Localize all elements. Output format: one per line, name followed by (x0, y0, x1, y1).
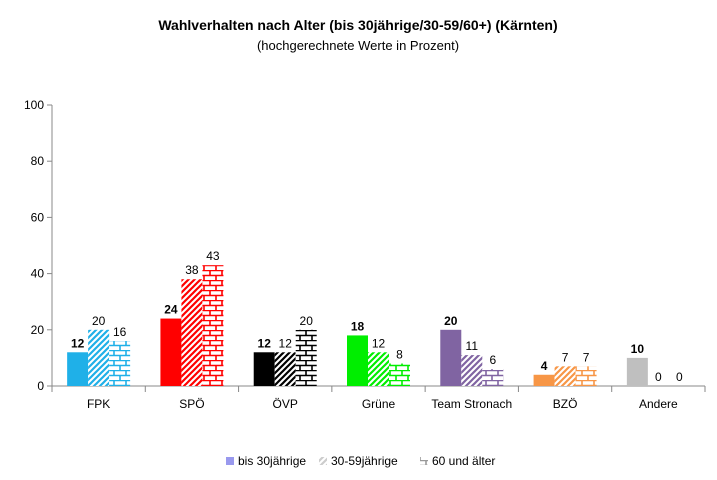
legend-swatch (319, 457, 327, 465)
chart-subtitle: (hochgerechnete Werte in Prozent) (257, 38, 459, 53)
data-label: 6 (489, 353, 496, 367)
bar-fpk-series-0 (67, 352, 89, 386)
data-label: 8 (396, 348, 403, 362)
bar-grüne-series-0 (347, 335, 368, 386)
category-label: Team Stronach (431, 397, 512, 411)
data-label: 43 (206, 249, 220, 263)
y-tick-label: 80 (31, 154, 45, 168)
bar-fpk-series-2 (109, 341, 131, 386)
y-tick-label: 40 (31, 267, 45, 281)
category-label: ÖVP (273, 397, 298, 411)
bar-övp-series-1 (274, 352, 296, 386)
legend-swatch (226, 457, 234, 465)
bar-spö-series-2 (202, 265, 224, 386)
data-label: 11 (466, 339, 479, 353)
data-label: 0 (676, 370, 683, 384)
bar-bzö-series-1 (554, 366, 576, 386)
legend-item-1: 30-59jährige (319, 454, 398, 468)
data-label: 12 (258, 336, 272, 350)
data-label: 18 (351, 319, 365, 333)
data-label: 20 (300, 314, 314, 328)
data-label: 7 (562, 350, 569, 364)
category-label: FPK (87, 397, 110, 411)
legend-label: 30-59jährige (331, 454, 398, 468)
chart-title: Wahlverhalten nach Alter (bis 30jährige/… (158, 17, 557, 33)
data-label: 12 (372, 336, 386, 350)
legend-swatch (420, 457, 428, 465)
y-tick-label: 0 (37, 379, 44, 393)
data-label: 16 (113, 325, 127, 339)
data-label: 12 (71, 336, 85, 350)
bar-övp-series-0 (253, 352, 275, 386)
data-label: 10 (631, 342, 645, 356)
data-label: 20 (444, 314, 458, 328)
legend-item-0: bis 30jährige (226, 454, 306, 468)
legend-label: 60 und älter (432, 454, 495, 468)
y-tick-label: 60 (31, 210, 45, 224)
bar-spö-series-1 (181, 279, 203, 386)
data-label: 38 (185, 263, 199, 277)
legend: bis 30jährige 30-59jährige 60 und älter (226, 454, 495, 468)
category-label: Grüne (362, 397, 396, 411)
legend-item-2: 60 und älter (420, 454, 495, 468)
category-label: Andere (639, 397, 678, 411)
bar-andere-series-0 (626, 357, 648, 386)
data-label: 24 (164, 303, 178, 317)
data-label: 0 (655, 370, 662, 384)
bar-övp-series-2 (295, 329, 317, 386)
data-label: 20 (92, 314, 106, 328)
category-label: BZÖ (553, 397, 578, 411)
bar-grüne-series-1 (368, 352, 389, 386)
bar-team-stronach-series-0 (440, 329, 462, 386)
bar-team-stronach-series-2 (482, 369, 504, 386)
data-label: 12 (279, 336, 293, 350)
bar-bzö-series-0 (533, 374, 555, 386)
bar-bzö-series-2 (575, 366, 597, 386)
legend-label: bis 30jährige (238, 454, 306, 468)
bar-spö-series-0 (160, 318, 182, 386)
category-label: SPÖ (179, 397, 204, 411)
data-label: 7 (583, 350, 590, 364)
bar-team-stronach-series-1 (461, 355, 483, 386)
data-label: 4 (541, 359, 548, 373)
bar-fpk-series-1 (88, 329, 110, 386)
bar-grüne-series-2 (389, 363, 410, 386)
y-tick-label: 100 (24, 98, 44, 112)
y-tick-label: 20 (31, 323, 45, 337)
